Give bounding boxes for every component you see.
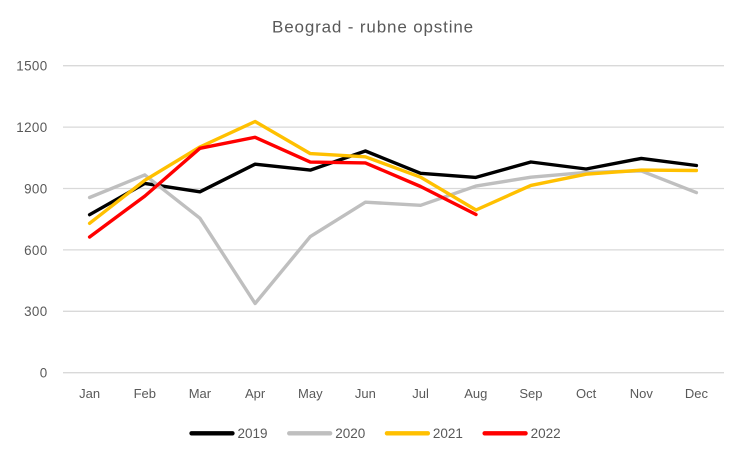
svg-text:Aug: Aug <box>464 386 487 401</box>
svg-text:Jul: Jul <box>412 386 429 401</box>
svg-text:2022: 2022 <box>531 426 561 441</box>
svg-text:May: May <box>298 386 323 401</box>
svg-text:1200: 1200 <box>16 120 47 135</box>
svg-text:0: 0 <box>40 366 48 381</box>
svg-text:2020: 2020 <box>335 426 365 441</box>
svg-text:600: 600 <box>24 243 47 258</box>
svg-text:Nov: Nov <box>630 386 654 401</box>
svg-text:1500: 1500 <box>16 59 47 74</box>
svg-text:Sep: Sep <box>519 386 542 401</box>
svg-text:Mar: Mar <box>189 386 212 401</box>
svg-text:Jun: Jun <box>355 386 376 401</box>
svg-text:2019: 2019 <box>238 426 268 441</box>
svg-text:2021: 2021 <box>433 426 463 441</box>
svg-text:Beograd - rubne opstine: Beograd - rubne opstine <box>272 18 474 37</box>
svg-text:Feb: Feb <box>134 386 156 401</box>
svg-text:Dec: Dec <box>685 386 709 401</box>
svg-text:Oct: Oct <box>576 386 597 401</box>
svg-text:Jan: Jan <box>79 386 100 401</box>
svg-text:Apr: Apr <box>245 386 266 401</box>
svg-text:900: 900 <box>24 181 47 196</box>
svg-text:300: 300 <box>24 304 47 319</box>
